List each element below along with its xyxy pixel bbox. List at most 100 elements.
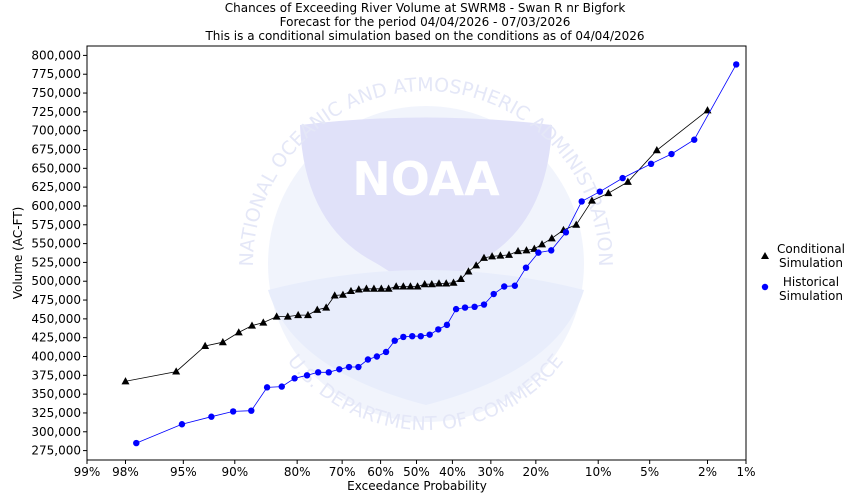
circle-point xyxy=(471,303,478,311)
logo-lower-wave xyxy=(268,270,584,405)
x-tick-label: 60% xyxy=(367,465,394,479)
triangle-point xyxy=(313,305,322,313)
circle-point xyxy=(619,174,626,182)
y-tick-label: 675,000 xyxy=(31,143,81,157)
triangle-point xyxy=(472,261,481,269)
circle-point xyxy=(511,282,519,289)
circle-point xyxy=(562,229,570,236)
y-tick-label: 400,000 xyxy=(31,350,81,364)
circle-point xyxy=(229,408,237,415)
triangle-point xyxy=(413,282,422,290)
triangle-point xyxy=(496,251,505,259)
triangle-point xyxy=(488,252,497,260)
triangle-point xyxy=(652,146,661,154)
triangle-point xyxy=(406,282,415,290)
x-tick-label: 90% xyxy=(221,465,248,479)
triangle-point xyxy=(234,328,243,336)
triangle-point xyxy=(338,290,347,298)
circle-point xyxy=(490,290,497,298)
y-tick-label: 575,000 xyxy=(31,218,81,232)
x-tick-label: 2% xyxy=(698,465,717,479)
y-tick-label: 525,000 xyxy=(31,255,81,269)
logo-gull-shape xyxy=(300,117,552,300)
circle-point xyxy=(733,61,740,68)
circle-point xyxy=(409,332,416,340)
circle-point xyxy=(452,305,460,313)
chart-title-line-1: Chances of Exceeding River Volume at SWR… xyxy=(225,1,626,15)
x-tick-label: 99% xyxy=(74,465,101,479)
triangle-point xyxy=(354,285,363,293)
x-tick-label: 10% xyxy=(585,465,612,479)
triangle-point xyxy=(399,282,408,290)
circle-point xyxy=(314,369,322,376)
triangle-point xyxy=(303,310,312,319)
x-axis: 99% 98% 95% 90% 80% 70% 60% 50% 40% 30% 20% 10% 5% 2%… xyxy=(74,460,756,479)
y-tick-label: 800,000 xyxy=(31,48,81,62)
triangle-point xyxy=(172,367,181,375)
x-tick-label: 40% xyxy=(439,465,466,479)
triangle-point xyxy=(294,310,303,319)
circle-point xyxy=(208,413,215,420)
triangle-point xyxy=(377,284,386,292)
triangle-point xyxy=(623,177,632,185)
triangle-point xyxy=(369,284,378,292)
legend: Conditional Simulation Historical Simula… xyxy=(761,242,845,303)
circle-point xyxy=(178,421,186,428)
triangle-point xyxy=(322,303,331,311)
legend-triangle-marker xyxy=(761,252,769,259)
y-axis-label: Volume (AC-FT) xyxy=(11,207,25,300)
y-tick-label: 550,000 xyxy=(31,237,81,251)
triangle-point xyxy=(572,220,581,228)
circle-point xyxy=(325,369,332,376)
triangle-point xyxy=(456,274,465,282)
legend-conditional-line-2: Simulation xyxy=(779,256,843,270)
x-tick-label: 30% xyxy=(478,465,505,479)
triangle-point xyxy=(362,284,371,292)
triangle-point xyxy=(420,280,429,288)
triangle-point xyxy=(272,312,281,320)
y-axis: 800,000 775,000 750,000 725,000 700,000 675,0… xyxy=(31,48,87,458)
triangle-point xyxy=(538,240,547,248)
triangle-point xyxy=(505,250,514,258)
circle-point xyxy=(400,333,407,341)
circle-point xyxy=(417,332,424,340)
circle-point xyxy=(355,363,362,371)
triangle-point xyxy=(121,377,130,385)
legend-conditional-line-1: Conditional xyxy=(777,242,845,256)
circle-point xyxy=(373,353,381,360)
x-tick-label: 95% xyxy=(170,465,197,479)
y-tick-label: 425,000 xyxy=(31,331,81,345)
triangle-point xyxy=(259,318,268,326)
y-tick-label: 650,000 xyxy=(31,161,81,175)
triangle-point xyxy=(247,321,256,329)
x-tick-label: 20% xyxy=(523,465,550,479)
triangle-point xyxy=(522,246,531,254)
circle-point xyxy=(461,304,469,311)
y-tick-label: 350,000 xyxy=(31,387,81,401)
series-conditional xyxy=(121,106,712,385)
circle-point xyxy=(364,356,372,363)
circle-point xyxy=(133,439,140,447)
circle-point xyxy=(522,264,530,271)
legend-historical-line-1: Historical xyxy=(783,275,839,289)
circle-point xyxy=(263,384,271,391)
circle-point xyxy=(535,249,542,256)
triangle-point xyxy=(604,188,613,197)
legend-historical-line-2: Simulation xyxy=(779,289,843,303)
circle-point xyxy=(291,375,298,382)
triangle-point xyxy=(587,196,596,204)
circle-point xyxy=(336,366,343,373)
y-tick-label: 725,000 xyxy=(31,105,81,119)
triangle-point xyxy=(346,286,355,295)
x-tick-label: 50% xyxy=(403,465,430,479)
y-tick-label: 450,000 xyxy=(31,312,81,326)
circle-point xyxy=(548,247,555,254)
y-tick-label: 500,000 xyxy=(31,274,81,288)
y-tick-label: 700,000 xyxy=(31,124,81,138)
triangle-point xyxy=(449,278,458,286)
y-tick-label: 325,000 xyxy=(31,406,81,420)
triangle-point xyxy=(464,267,473,275)
triangle-point xyxy=(480,253,489,261)
chart-title-line-2: Forecast for the period 04/04/2026 - 07/… xyxy=(280,15,571,29)
